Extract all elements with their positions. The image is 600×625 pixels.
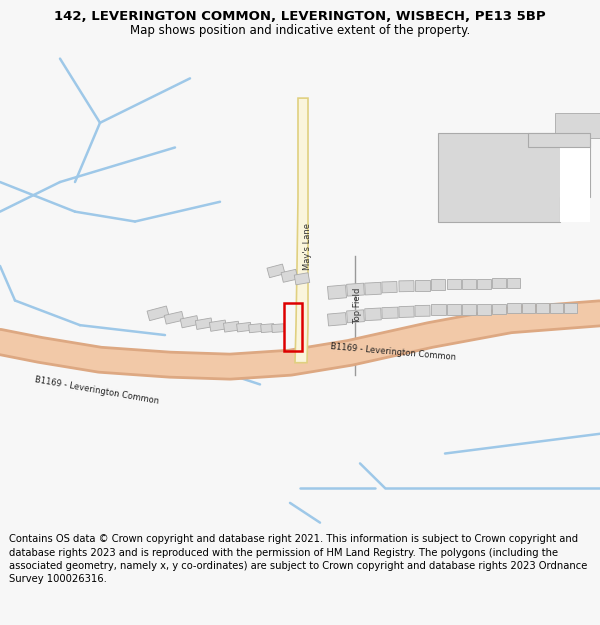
Text: Top Field: Top Field [353, 288, 362, 324]
Bar [507, 278, 520, 288]
Bar [536, 304, 549, 313]
Bar [501, 170, 517, 182]
Text: Map shows position and indicative extent of the property.: Map shows position and indicative extent… [130, 24, 470, 36]
Bar [555, 113, 600, 138]
Text: B1169 - Leverington Common: B1169 - Leverington Common [329, 342, 456, 362]
Bar [399, 281, 414, 292]
Bar [564, 304, 577, 313]
Bar [556, 138, 572, 151]
Polygon shape [438, 132, 590, 221]
Bar [520, 138, 537, 151]
Bar [459, 183, 477, 195]
Bar [365, 282, 382, 295]
Bar [347, 283, 364, 296]
Bar [520, 170, 536, 182]
Bar [528, 132, 588, 187]
Bar [482, 138, 500, 152]
Bar [522, 304, 535, 313]
Polygon shape [295, 98, 308, 362]
Bar [461, 138, 481, 152]
Bar [294, 272, 310, 285]
Bar [438, 154, 460, 168]
Bar [281, 269, 298, 282]
Bar [477, 304, 491, 315]
Bar [573, 138, 589, 151]
Bar [260, 324, 274, 332]
Bar [147, 306, 169, 321]
Bar [431, 304, 446, 315]
Bar [462, 304, 476, 315]
Bar [284, 304, 302, 351]
Bar [550, 304, 563, 313]
Bar [478, 184, 494, 195]
Bar [438, 138, 460, 152]
Bar [482, 170, 500, 182]
Bar [236, 322, 251, 332]
Bar [431, 279, 445, 289]
Bar [415, 305, 430, 316]
Bar [538, 138, 555, 151]
Bar [382, 281, 397, 293]
Bar [328, 312, 346, 326]
Bar [438, 170, 460, 183]
Bar [438, 183, 458, 195]
Bar [415, 280, 430, 291]
Bar [507, 304, 521, 313]
Bar [180, 316, 199, 328]
Bar [164, 311, 184, 324]
Polygon shape [528, 148, 590, 221]
Bar [196, 318, 212, 329]
Bar [461, 170, 481, 183]
Bar [501, 138, 519, 151]
Bar [482, 154, 500, 168]
Bar [447, 304, 461, 315]
Bar [209, 320, 227, 331]
Bar [267, 264, 285, 278]
Bar [492, 304, 506, 314]
Bar [399, 306, 414, 318]
Bar [462, 279, 476, 289]
Bar [495, 184, 511, 195]
Bar [223, 321, 239, 332]
Bar [461, 154, 481, 168]
Bar [347, 310, 364, 322]
Text: Contains OS data © Crown copyright and database right 2021. This information is : Contains OS data © Crown copyright and d… [9, 534, 587, 584]
Bar [272, 324, 284, 332]
Bar [328, 285, 347, 299]
Text: 142, LEVERINGTON COMMON, LEVERINGTON, WISBECH, PE13 5BP: 142, LEVERINGTON COMMON, LEVERINGTON, WI… [54, 10, 546, 22]
Bar [520, 154, 537, 168]
Bar [447, 279, 461, 289]
Bar [512, 184, 527, 195]
Text: May's Lane: May's Lane [302, 222, 311, 270]
Text: B1169 - Leverington Common: B1169 - Leverington Common [34, 375, 160, 406]
Bar [477, 279, 491, 289]
Bar [382, 307, 398, 319]
Polygon shape [528, 132, 590, 148]
Bar [501, 154, 519, 168]
Bar [365, 308, 382, 321]
Bar [248, 324, 262, 332]
Bar [492, 278, 506, 288]
